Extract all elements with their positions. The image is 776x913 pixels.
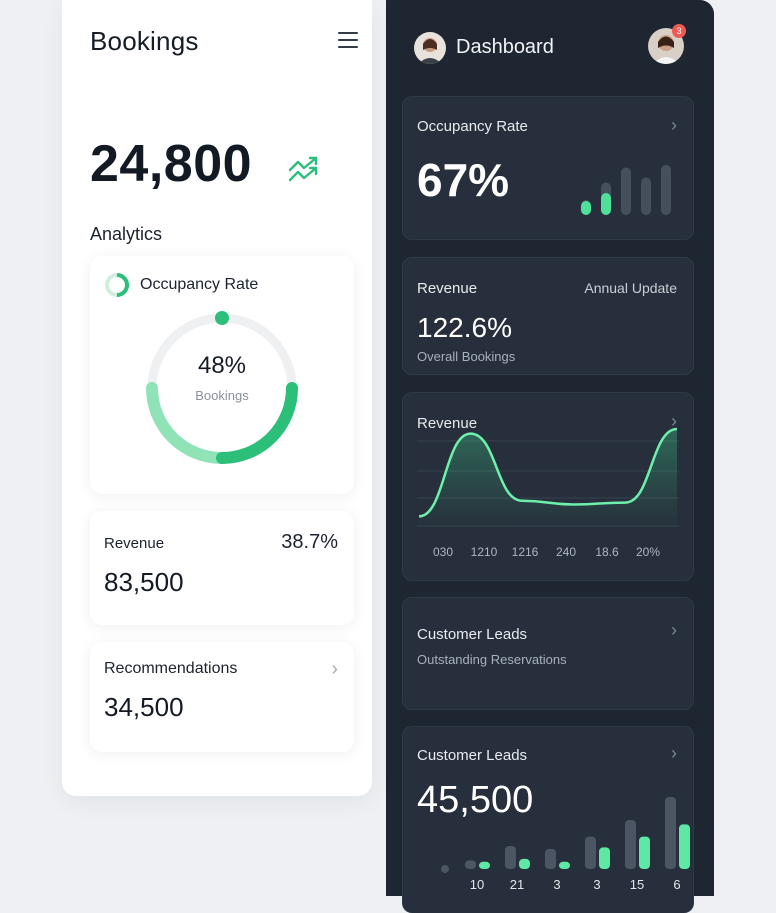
x-tick-label: 3 [593, 877, 600, 892]
occupancy-value: 48% [197, 352, 247, 379]
chevron-right-icon[interactable]: › [671, 115, 677, 135]
hamburger-menu-icon[interactable] [338, 32, 358, 50]
leads-bar-bg [585, 836, 596, 869]
leads-bar [639, 836, 650, 869]
user-avatar-icon [653, 35, 679, 64]
bookings-total: 24,800 [90, 135, 253, 193]
dark-revenue-label: Revenue [417, 280, 478, 297]
chevron-right-icon[interactable]: › [671, 743, 677, 763]
page-title: Bookings [90, 26, 199, 56]
occupancy-donut [146, 311, 298, 464]
recommendations-card[interactable]: Recommendations › 34,500 [90, 642, 354, 752]
chevron-right-icon[interactable]: › [671, 411, 677, 431]
revenue-chart-label: Revenue [417, 415, 478, 432]
leads-bar [599, 847, 610, 869]
avatar[interactable] [414, 32, 446, 64]
customer-leads-sub: Outstanding Reservations [417, 652, 567, 667]
x-tick-label: 1216 [512, 545, 539, 559]
customer-leads-bar-chart: 10 21 3 3 15 6 [441, 797, 690, 892]
recommendations-value: 34,500 [104, 692, 184, 722]
x-tick-label: 20% [636, 545, 660, 559]
dark-occupancy-value: 67% [417, 154, 510, 206]
dark-revenue-card[interactable]: Revenue Annual Update 122.6% Overall Boo… [402, 257, 694, 375]
occupancy-bar-bg [641, 177, 651, 215]
revenue-card[interactable]: Revenue 38.7% 83,500 [90, 511, 354, 625]
analytics-heading: Analytics [90, 224, 163, 244]
x-tick-label: 18.6 [595, 545, 619, 559]
x-tick-label: 15 [630, 877, 644, 892]
leads-bar-bg [625, 820, 636, 869]
occupancy-label: Occupancy Rate [140, 276, 259, 293]
leads-bar [679, 824, 690, 869]
x-tick-label: 21 [510, 877, 524, 892]
revenue-line [418, 427, 678, 518]
chevron-right-icon[interactable]: › [671, 620, 677, 640]
occupancy-bar [601, 193, 611, 215]
revenue-label: Revenue [104, 535, 165, 552]
leads-bar-bg [441, 865, 449, 873]
revenue-area-chart: 030 1210 1216 240 18.6 20% [417, 427, 679, 559]
chevron-right-icon[interactable]: › [331, 658, 338, 680]
leads-bar [479, 861, 490, 869]
revenue-chart-card[interactable]: 030 1210 1216 240 18.6 20% Revenue › [402, 392, 694, 581]
occupancy-bar-bg [621, 167, 631, 215]
occupancy-sub: Bookings [195, 388, 249, 403]
notification-badge[interactable]: 3 [672, 24, 686, 38]
leads-bar-bg [545, 848, 556, 869]
customer-leads-value: 45,500 [417, 779, 534, 821]
occupancy-bar-bg [661, 165, 671, 215]
recommendations-label: Recommendations [104, 660, 238, 677]
leads-bar [519, 858, 530, 869]
dashboard-panel: Dashboard 3 Occupancy Rate › 67% Revenue… [386, 0, 714, 913]
user-avatar-icon [418, 38, 442, 64]
dark-revenue-sub: Overall Bookings [417, 349, 516, 364]
x-tick-label: 10 [470, 877, 484, 892]
dark-occupancy-label: Occupancy Rate [417, 118, 528, 135]
customer-leads-chart-label: Customer Leads [417, 747, 528, 764]
x-tick-label: 3 [553, 877, 560, 892]
x-tick-label: 030 [433, 545, 453, 559]
customer-leads-card[interactable]: Customer Leads › Outstanding Reservation… [402, 597, 694, 710]
x-tick-label: 1210 [471, 545, 498, 559]
dashboard-title: Dashboard [456, 36, 554, 58]
leads-bar [559, 861, 570, 869]
revenue-percent: 38.7% [281, 531, 338, 553]
trend-up-icon [288, 156, 318, 182]
leads-bar-bg [505, 845, 516, 869]
occupancy-bar [581, 201, 591, 215]
occupancy-bar-chart [581, 165, 671, 215]
customer-leads-chart-card[interactable]: 10 21 3 3 15 6 Customer Leads › 45,500 [402, 726, 694, 913]
leads-bar-bg [665, 797, 676, 869]
x-tick-label: 6 [673, 877, 680, 892]
dark-occupancy-card[interactable]: Occupancy Rate › 67% [402, 96, 694, 240]
bookings-panel: Bookings 24,800 Analytics Occupancy Rate… [62, 0, 372, 796]
dark-revenue-value: 122.6% [417, 312, 512, 343]
leads-bar-bg [465, 860, 476, 869]
x-tick-label: 240 [556, 545, 576, 559]
revenue-value: 83,500 [104, 567, 184, 597]
progress-ring-icon [105, 273, 129, 297]
customer-leads-label: Customer Leads [417, 626, 528, 643]
occupancy-card[interactable]: Occupancy Rate 48% Bookings [90, 256, 354, 494]
annual-update-label[interactable]: Annual Update [584, 280, 677, 296]
